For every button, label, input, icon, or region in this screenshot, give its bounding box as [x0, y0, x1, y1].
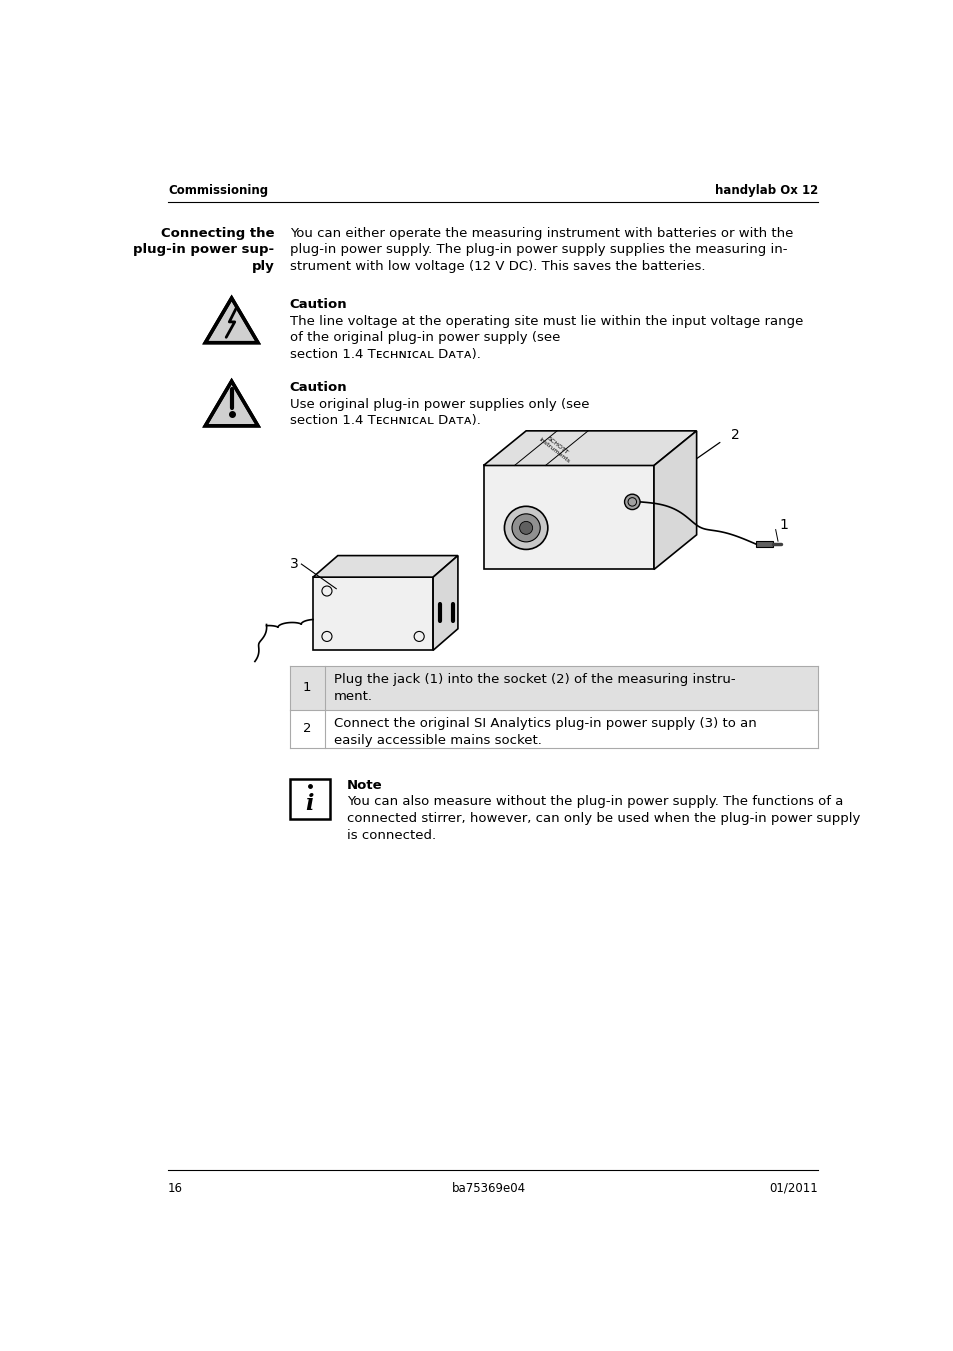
- Text: SCHOTT
Instruments: SCHOTT Instruments: [537, 432, 574, 465]
- Text: connected stirrer, however, can only be used when the plug-in power supply: connected stirrer, however, can only be …: [347, 812, 860, 825]
- Text: Commissioning: Commissioning: [168, 184, 268, 197]
- Polygon shape: [483, 466, 654, 570]
- Text: Connecting the: Connecting the: [161, 227, 274, 239]
- Text: ment.: ment.: [334, 690, 373, 703]
- Text: Use original plug-in power supplies only (see: Use original plug-in power supplies only…: [290, 397, 589, 411]
- Text: 01/2011: 01/2011: [769, 1182, 818, 1194]
- Text: Plug the jack (1) into the socket (2) of the measuring instru-: Plug the jack (1) into the socket (2) of…: [334, 673, 735, 686]
- Text: 16: 16: [168, 1182, 183, 1194]
- Text: The line voltage at the operating site must lie within the input voltage range: The line voltage at the operating site m…: [290, 315, 802, 327]
- Circle shape: [512, 513, 539, 542]
- Text: You can either operate the measuring instrument with batteries or with the: You can either operate the measuring ins…: [290, 227, 792, 239]
- Text: plug-in power supply. The plug-in power supply supplies the measuring in-: plug-in power supply. The plug-in power …: [290, 243, 786, 257]
- Text: handylab Ox 12: handylab Ox 12: [715, 184, 818, 197]
- Text: ply: ply: [252, 259, 274, 273]
- Text: Connect the original SI Analytics plug-in power supply (3) to an: Connect the original SI Analytics plug-i…: [334, 717, 756, 731]
- Polygon shape: [654, 431, 696, 570]
- Polygon shape: [290, 709, 818, 748]
- Text: Note: Note: [347, 780, 382, 792]
- Polygon shape: [313, 577, 433, 650]
- Text: of the original plug-in power supply (see: of the original plug-in power supply (se…: [290, 331, 559, 345]
- Polygon shape: [313, 555, 457, 577]
- Text: 1: 1: [779, 517, 787, 532]
- Text: 3: 3: [290, 557, 298, 571]
- Text: is connected.: is connected.: [347, 828, 436, 842]
- Text: easily accessible mains socket.: easily accessible mains socket.: [334, 734, 541, 747]
- Polygon shape: [290, 666, 818, 709]
- Polygon shape: [205, 381, 257, 426]
- Polygon shape: [205, 299, 257, 343]
- Text: Caution: Caution: [290, 381, 347, 394]
- Text: section 1.4 Tᴇᴄʜɴɪᴄᴀʟ Dᴀᴛᴀ).: section 1.4 Tᴇᴄʜɴɪᴄᴀʟ Dᴀᴛᴀ).: [290, 415, 480, 427]
- Polygon shape: [483, 431, 696, 466]
- Polygon shape: [433, 555, 457, 650]
- Circle shape: [504, 507, 547, 550]
- Text: 2: 2: [303, 723, 311, 735]
- Text: section 1.4 Tᴇᴄʜɴɪᴄᴀʟ Dᴀᴛᴀ).: section 1.4 Tᴇᴄʜɴɪᴄᴀʟ Dᴀᴛᴀ).: [290, 347, 480, 361]
- Text: plug-in power sup-: plug-in power sup-: [133, 243, 274, 257]
- Text: ba75369e04: ba75369e04: [452, 1182, 525, 1194]
- Circle shape: [519, 521, 532, 535]
- Text: 2: 2: [731, 428, 740, 442]
- FancyBboxPatch shape: [290, 780, 330, 819]
- Text: Caution: Caution: [290, 299, 347, 311]
- Circle shape: [624, 494, 639, 509]
- Text: 1: 1: [303, 681, 311, 694]
- Text: strument with low voltage (12 V DC). This saves the batteries.: strument with low voltage (12 V DC). Thi…: [290, 259, 704, 273]
- Text: You can also measure without the plug-in power supply. The functions of a: You can also measure without the plug-in…: [347, 796, 842, 808]
- Polygon shape: [756, 542, 773, 547]
- Text: i: i: [305, 793, 314, 815]
